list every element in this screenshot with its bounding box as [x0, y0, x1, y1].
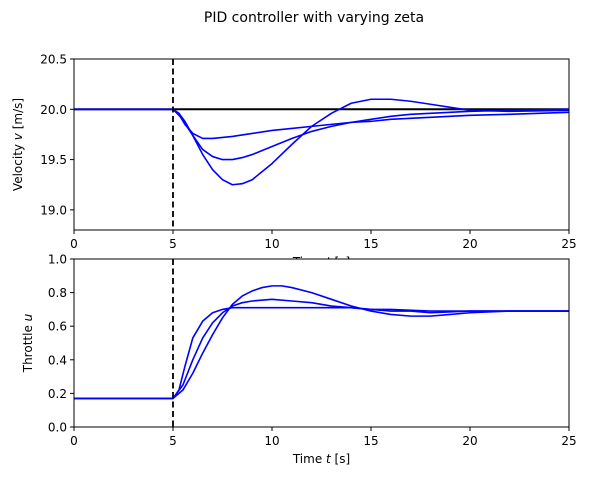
plot-area	[74, 59, 569, 230]
x-tick-label: 20	[462, 434, 477, 448]
x-tick-label: 0	[70, 434, 78, 448]
series-line-1	[74, 306, 569, 400]
x-tick-label: 25	[561, 434, 576, 448]
y-tick-label: 1.0	[48, 253, 67, 267]
axis-label-part: [s]	[331, 452, 350, 466]
y-tick-label: 20.0	[40, 103, 67, 117]
axis-label-part: t	[326, 452, 332, 466]
series-line-2	[74, 108, 569, 161]
plot-area	[74, 259, 569, 427]
y-axis-label: Velocity v [m/s]	[11, 98, 25, 191]
x-tick-label: 5	[169, 434, 177, 448]
y-tick-label: 0.8	[48, 286, 67, 300]
y-tick-label: 20.5	[40, 53, 67, 67]
throttle-plot: 0 5 10 15 20 25 0.0 0.2 0.4 0.6 0.8 1.0 Time t [s] Th…	[21, 253, 577, 467]
x-axis-label: Time t [s]	[292, 452, 350, 466]
x-tick-label: 10	[264, 237, 279, 251]
axes-frame	[73, 258, 570, 428]
x-tick-label: 20	[462, 237, 477, 251]
y-tick-label: 0.0	[48, 421, 67, 435]
y-tick-label: 0.4	[48, 353, 67, 367]
series-line-3	[74, 98, 569, 186]
axis-label-part: Throttle	[21, 321, 35, 373]
x-tick-label: 5	[169, 237, 177, 251]
throttle-plot-background	[74, 259, 569, 427]
x-tick-label: 15	[363, 237, 378, 251]
series-line-2	[74, 298, 569, 400]
axes-frame	[73, 58, 570, 231]
axis-label-part: Velocity	[11, 140, 25, 191]
series-line-3	[74, 285, 569, 400]
figure-title: PID controller with varying zeta	[204, 10, 424, 26]
y-tick-label: 0.2	[48, 387, 67, 401]
axis-label-part: [m/s]	[11, 98, 25, 133]
x-tick-label: 15	[363, 434, 378, 448]
x-tick-label: 0	[70, 237, 78, 251]
y-tick-label: 19.5	[40, 153, 67, 167]
axis-label-part: Time	[292, 452, 326, 466]
axis-label-part: v	[11, 132, 25, 140]
y-tick-label: 0.6	[48, 320, 67, 334]
y-tick-label: 19.0	[40, 203, 67, 217]
x-tick-label: 10	[264, 434, 279, 448]
y-axis-label: Throttle u	[21, 313, 35, 373]
axis-label-part: u	[21, 313, 35, 321]
x-tick-label: 25	[561, 237, 576, 251]
